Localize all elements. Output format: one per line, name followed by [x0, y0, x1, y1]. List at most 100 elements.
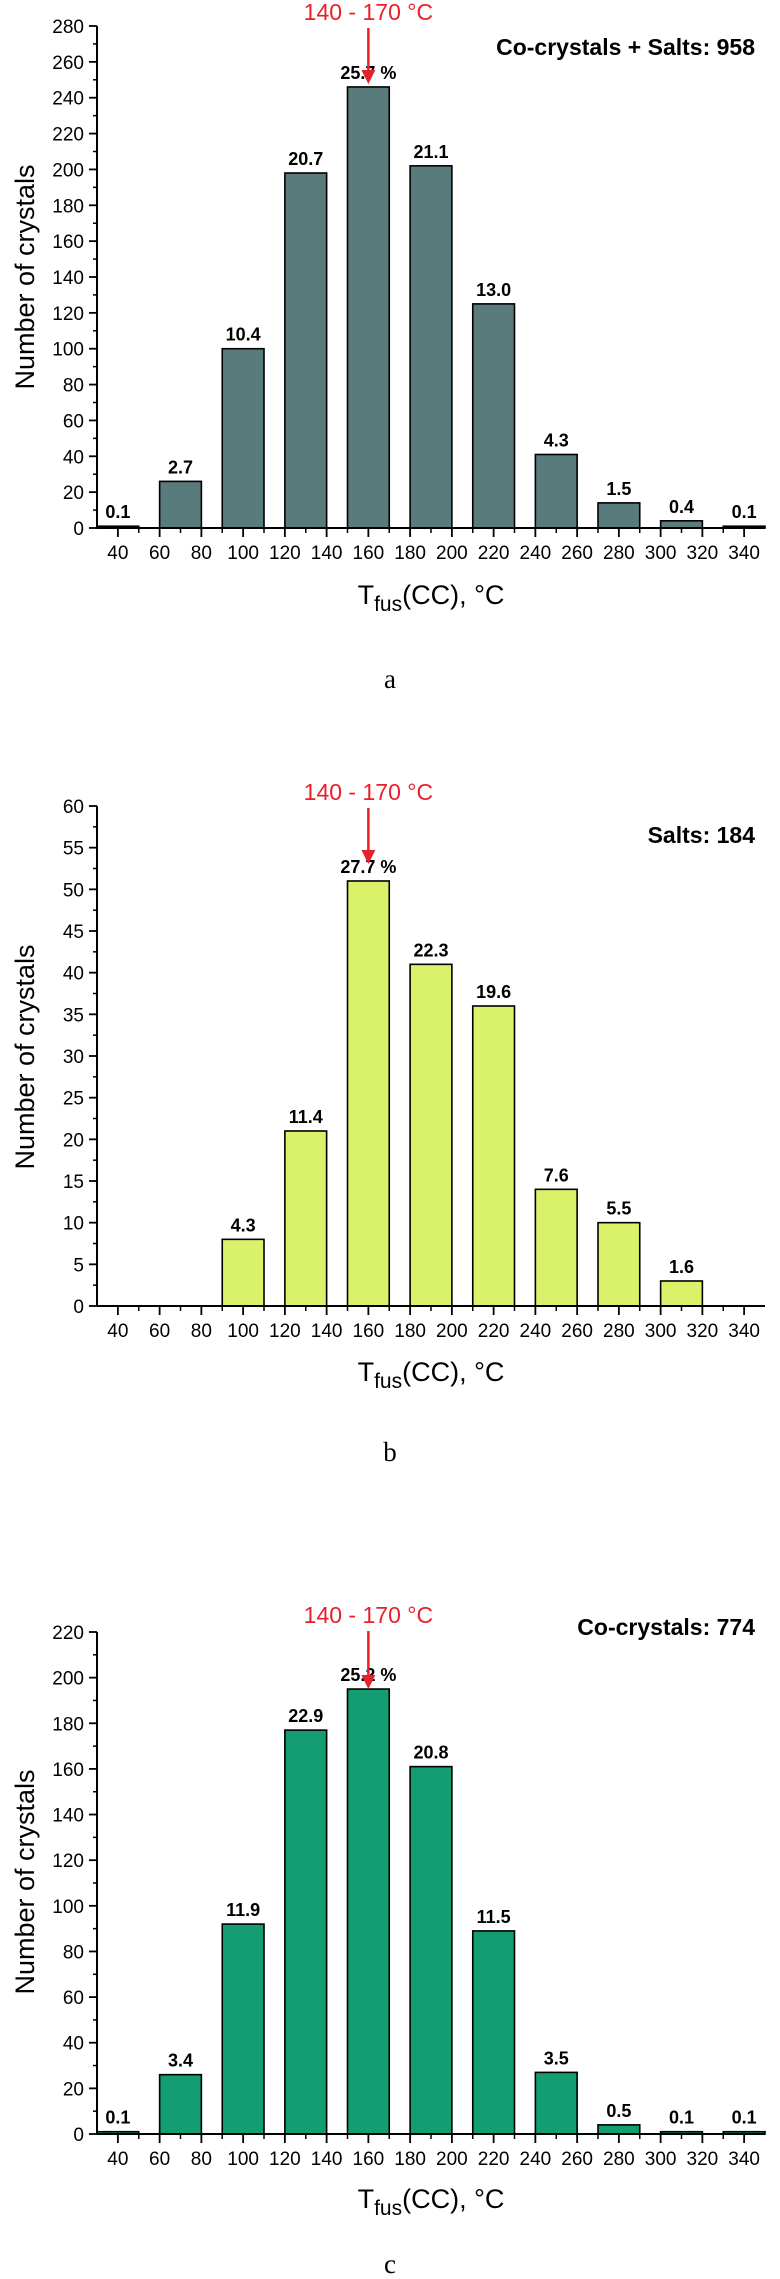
- histogram-bar: [284, 1130, 328, 1307]
- x-tick-label: 60: [149, 1321, 170, 1342]
- x-tick-label: 280: [603, 543, 635, 564]
- x-axis-label: Tfus(CC), °C: [358, 580, 505, 616]
- x-axis-label-main: T: [358, 2184, 375, 2214]
- histogram-bar: [158, 2073, 203, 2135]
- bar-value-label: 5.5: [606, 1199, 631, 1219]
- x-tick-label: 160: [353, 543, 385, 564]
- histogram-bar: [597, 1221, 641, 1307]
- bar-value-label: 0.1: [669, 2108, 694, 2128]
- x-tick-label: 180: [394, 2149, 426, 2170]
- x-tick-label: 200: [436, 2149, 468, 2170]
- histogram-bar: [284, 1729, 328, 2135]
- chart-title: Co-crystals + Salts: 958: [496, 34, 755, 60]
- histogram-bar: [346, 880, 391, 1307]
- y-tick-label: 30: [63, 1047, 84, 1068]
- x-axis-label-rest: (CC), °C: [402, 2184, 504, 2214]
- y-tick-label: 160: [52, 1760, 84, 1781]
- panel-caption: b: [383, 1437, 397, 1467]
- y-tick-label: 0: [73, 1297, 84, 1318]
- histogram-bar: [534, 2071, 578, 2135]
- bar-value-label: 19.6: [476, 982, 511, 1002]
- histogram-bar: [221, 347, 265, 529]
- y-tick-label: 200: [52, 1669, 84, 1690]
- panel-caption: a: [384, 664, 396, 694]
- bar-value-label: 0.5: [606, 2101, 631, 2121]
- bar-value-label: 3.5: [544, 2048, 569, 2068]
- range-annotation: 140 - 170 °C: [304, 1602, 433, 1628]
- x-axis-label: Tfus(CC), °C: [358, 2184, 505, 2220]
- x-tick-label: 140: [311, 2149, 343, 2170]
- y-tick-label: 60: [63, 1988, 84, 2009]
- bar-value-label: 27.7 %: [340, 857, 396, 877]
- y-tick-label: 60: [63, 797, 84, 818]
- y-axis-label: Number of crystals: [10, 1769, 40, 1994]
- bar-value-label: 1.6: [669, 1257, 694, 1277]
- x-tick-label: 100: [227, 543, 259, 564]
- bar-value-label: 4.3: [544, 430, 569, 450]
- x-axis-label-main: T: [358, 1357, 375, 1387]
- x-tick-label: 100: [227, 2149, 259, 2170]
- panel-caption: c: [384, 2249, 396, 2279]
- x-axis-label-main: T: [358, 580, 375, 610]
- x-tick-label: 40: [107, 2149, 128, 2170]
- bar-value-label: 13.0: [476, 280, 511, 300]
- bar-value-label: 0.1: [105, 2108, 130, 2128]
- y-tick-label: 160: [52, 232, 84, 253]
- y-tick-label: 220: [52, 125, 84, 146]
- x-tick-label: 160: [353, 2149, 385, 2170]
- x-axis-label-subscript: fus: [374, 593, 402, 616]
- y-tick-label: 220: [52, 1623, 84, 1644]
- x-tick-label: 40: [107, 1321, 128, 1342]
- histogram-bar: [346, 1688, 391, 2135]
- histogram-bar: [534, 453, 578, 529]
- bar-value-label: 20.7: [288, 149, 323, 169]
- histogram-bar: [221, 1238, 265, 1307]
- x-axis-label-rest: (CC), °C: [402, 580, 504, 610]
- bar-value-label: 20.8: [413, 1743, 448, 1763]
- y-tick-label: 35: [63, 1005, 84, 1026]
- y-tick-label: 140: [52, 268, 84, 289]
- x-tick-label: 340: [728, 2149, 760, 2170]
- x-tick-label: 220: [478, 543, 510, 564]
- histogram-bar: [221, 1923, 265, 2135]
- bar-value-label: 11.4: [289, 1107, 323, 1127]
- histogram-bar: [659, 520, 704, 529]
- y-tick-label: 140: [52, 1806, 84, 1827]
- histogram-panel-b: 4.3 11.4 27.7 % 22.3 19.6 7.6 5.5 1.6 0 5 10 15 20 25…: [0, 780, 780, 1555]
- bar-value-label: 10.4: [226, 325, 261, 345]
- histogram-bar: [534, 1188, 578, 1307]
- x-tick-label: 60: [149, 2149, 170, 2170]
- x-tick-label: 80: [191, 2149, 212, 2170]
- annotation-arrow-head: [361, 70, 376, 84]
- histogram-bar: [659, 1280, 704, 1307]
- x-tick-label: 120: [269, 543, 301, 564]
- bar-value-label: 0.1: [732, 502, 757, 522]
- y-tick-label: 200: [52, 160, 84, 181]
- bar-value-label: 21.1: [413, 142, 448, 162]
- x-tick-label: 60: [149, 543, 170, 564]
- x-tick-label: 140: [311, 543, 343, 564]
- y-axis-label: Number of crystals: [10, 164, 40, 389]
- bar-value-label: 0.1: [732, 2108, 757, 2128]
- histogram-bar: [284, 172, 328, 529]
- y-tick-label: 100: [52, 1897, 84, 1918]
- x-axis-label: Tfus(CC), °C: [358, 1357, 505, 1393]
- y-tick-label: 240: [52, 89, 84, 110]
- bar-value-label: 11.9: [226, 1900, 260, 1920]
- y-tick-label: 60: [63, 411, 84, 432]
- bar-value-label: 3.4: [168, 2051, 193, 2071]
- y-tick-label: 40: [63, 447, 84, 468]
- bar-value-label: 1.5: [606, 479, 631, 499]
- chart-title: Salts: 184: [648, 822, 756, 848]
- y-tick-label: 5: [73, 1255, 84, 1276]
- y-tick-label: 20: [63, 2079, 84, 2100]
- x-tick-label: 80: [191, 543, 212, 564]
- bar-value-label: 7.6: [544, 1165, 569, 1185]
- y-tick-label: 0: [73, 2125, 84, 2146]
- bar-value-label: 22.3: [413, 940, 448, 960]
- x-tick-label: 280: [603, 1321, 635, 1342]
- x-tick-label: 180: [394, 543, 426, 564]
- x-tick-label: 180: [394, 1321, 426, 1342]
- x-tick-label: 140: [311, 1321, 343, 1342]
- histogram-bar: [471, 303, 516, 529]
